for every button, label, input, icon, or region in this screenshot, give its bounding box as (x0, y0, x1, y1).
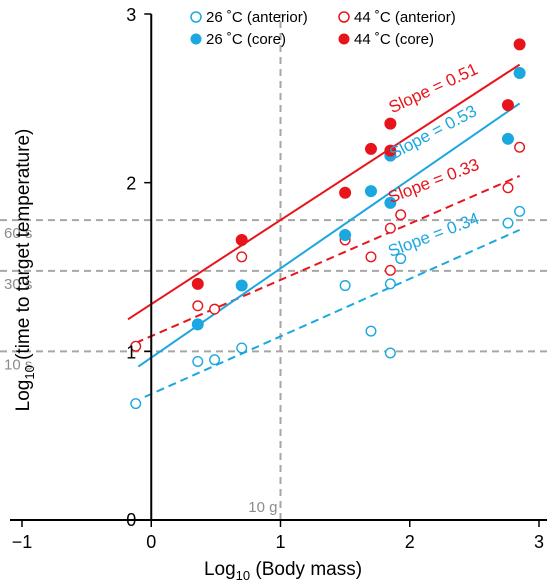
x-tick-label: 0 (146, 532, 156, 552)
legend-marker (190, 11, 202, 23)
data-point (502, 217, 514, 229)
data-point (130, 398, 142, 410)
data-point (209, 303, 221, 315)
data-point (364, 142, 377, 155)
data-point (236, 251, 248, 263)
data-point (395, 253, 407, 265)
data-point (365, 251, 377, 263)
ref-line-label: 30 s (4, 276, 32, 293)
data-point (513, 67, 526, 80)
y-tick-label: 2 (126, 174, 136, 194)
y-tick-label: 3 (126, 5, 136, 25)
reference-lines: 60 s 30 s 10 s 10 g (0, 14, 550, 520)
fit-line (135, 175, 521, 344)
data-point (191, 318, 204, 331)
ref-line-label: 60 s (4, 225, 32, 242)
data-point (395, 209, 407, 221)
x-tick-label: −1 (12, 532, 33, 552)
data-point (209, 354, 221, 366)
x-tick-label: 1 (275, 532, 285, 552)
data-point (339, 186, 352, 199)
data-point (339, 280, 351, 292)
legend-marker (338, 33, 350, 45)
data-point (191, 277, 204, 290)
data-point (384, 264, 396, 276)
y-axis-label: Log10 (time to target temperature) (13, 129, 37, 412)
data-point (364, 185, 377, 198)
data-points (130, 38, 526, 410)
axes: −1 0 1 2 3 0 1 2 3 (10, 5, 547, 552)
data-point (501, 132, 514, 145)
data-point (384, 222, 396, 234)
data-point (339, 228, 352, 241)
data-point (514, 141, 526, 153)
data-point (384, 117, 397, 130)
legend-label: 44 ˚C (core) (354, 31, 434, 48)
data-point (192, 300, 204, 312)
data-point (384, 347, 396, 359)
legend-marker (338, 11, 350, 23)
legend-label: 44 ˚C (anterior) (354, 9, 456, 26)
data-point (130, 340, 142, 352)
y-tick-label: 1 (126, 342, 136, 362)
data-point (514, 205, 526, 217)
ref-line-label: 10 s (4, 356, 32, 373)
data-point (192, 355, 204, 367)
x-tick-label: 2 (405, 532, 415, 552)
legend-label: 26 ˚C (anterior) (206, 9, 308, 26)
data-point (365, 325, 377, 337)
data-point (501, 99, 514, 112)
data-point (235, 279, 248, 292)
data-point (384, 196, 397, 209)
legend: 26 ˚C (anterior) 44 ˚C (anterior) 26 ˚C (c… (190, 9, 456, 48)
legend-label: 26 ˚C (core) (206, 31, 286, 48)
data-point (235, 234, 248, 247)
legend-marker (190, 33, 202, 45)
data-point (384, 278, 396, 290)
x-tick-label: 3 (534, 532, 544, 552)
data-point (513, 38, 526, 51)
ref-line-label: 10 g (248, 499, 277, 516)
data-point (236, 342, 248, 354)
x-axis-label: Log10 (Body mass) (204, 559, 362, 583)
data-point (502, 182, 514, 194)
fit-line (144, 228, 521, 398)
data-point (384, 144, 397, 157)
fit-line (127, 63, 521, 321)
y-tick-label: 0 (126, 510, 136, 530)
